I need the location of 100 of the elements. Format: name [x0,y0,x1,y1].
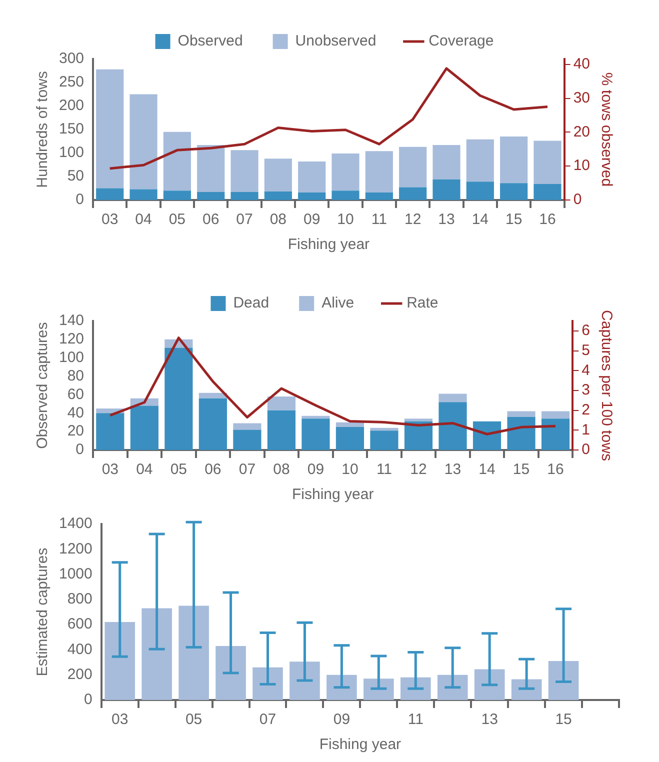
bar [198,398,227,450]
y2-tick-label: 40 [573,56,590,73]
bar [507,416,536,450]
x-tick-label: 12 [410,461,427,478]
bar [400,677,431,700]
bar [404,421,433,450]
bar [370,430,398,450]
bar [178,606,209,700]
y-tick-label: 0 [84,691,92,708]
x-tick-label: 12 [404,211,422,228]
bar [163,132,191,191]
bar [500,183,528,200]
x-tick-label: 15 [505,211,522,228]
bar [96,69,124,188]
bar [252,667,283,700]
x-tick-label: 10 [342,461,358,478]
x-tick-label: 03 [102,211,118,228]
bar [336,422,364,427]
y-tick-label: 300 [58,50,84,68]
x-tick-label: 14 [478,461,496,478]
y2-tick-label: 4 [582,362,590,379]
bar [500,136,528,184]
y-tick-label: 600 [67,616,92,633]
bar [267,410,296,450]
bar [197,145,225,192]
bar [130,189,158,200]
legend-label: Unobserved [295,32,376,50]
bar [541,411,570,419]
x-tick-label: 11 [408,711,424,728]
y-tick-label: 1400 [58,515,92,532]
bar [230,192,258,200]
bar [302,416,330,419]
bar [164,348,193,450]
x-tick-label: 15 [555,711,572,728]
y2-tick-label: 10 [573,157,590,174]
legend-label: Alive [322,294,354,312]
y-tick-label: 120 [58,330,84,348]
bar [233,430,262,450]
bar [472,421,502,450]
bar [233,423,262,430]
x-tick-label: 13 [438,211,455,228]
x-tick-label: 07 [259,711,276,728]
y2-tick-label: 2 [582,401,590,418]
x-tick-label: 13 [444,461,462,478]
bar [432,179,460,200]
y-tick-label: 0 [76,441,84,458]
bar [336,426,364,450]
bar [197,192,225,200]
x-tick-label: 05 [168,211,186,228]
bar [548,661,579,700]
bar [534,140,562,184]
y-tick-label: 200 [67,666,92,683]
bar [399,146,427,188]
bar [130,406,158,450]
bar [264,192,292,200]
y-tick-label: 140 [58,312,84,330]
bar [404,418,433,422]
y2-tick-label: 30 [573,89,590,106]
y2-tick-label: 0 [582,441,590,458]
legend-label: Rate [406,294,438,312]
bar [298,192,326,200]
bar [474,669,505,700]
y-tick-label: 100 [58,144,84,162]
bar [332,190,360,200]
y-tick-label: 250 [58,74,84,91]
bar [370,428,398,431]
y2-tick-label: 3 [582,382,590,399]
x-tick-label: 13 [481,711,498,728]
bar [507,411,536,417]
y2-axis-title: Captures per 100 tows [598,310,615,461]
y2-tick-label: 6 [582,322,590,340]
bar [365,151,393,192]
y-tick-label: 80 [67,367,84,384]
x-tick-label: 16 [539,211,556,228]
x-tick-label: 08 [273,461,290,478]
bar [332,153,360,191]
y2-tick-label: 5 [582,342,590,359]
bar [96,413,124,450]
x-tick-label: 09 [303,211,320,228]
y-tick-label: 20 [67,422,84,440]
y-tick-label: 150 [58,120,84,138]
x-tick-label: 08 [270,211,287,228]
bar [96,188,124,200]
bar [104,622,136,700]
y2-axis-title: % tows observed [598,72,615,187]
y2-tick-label: 20 [573,123,590,140]
y-tick-label: 400 [67,640,92,658]
y-tick-label: 200 [58,97,84,114]
y-axis-title: Observed captures [34,322,52,449]
x-tick-label: 09 [307,461,324,478]
bar [534,184,562,200]
x-tick-label: 16 [547,461,564,478]
x-tick-label: 05 [185,711,202,728]
x-tick-label: 15 [512,461,530,478]
y-axis-title: Hundreds of tows [34,71,52,188]
x-tick-label: 14 [472,211,488,228]
y-axis-title: Estimated captures [34,548,52,676]
y-tick-label: 0 [76,191,84,208]
y-tick-label: 50 [67,168,84,185]
bar [541,418,570,450]
